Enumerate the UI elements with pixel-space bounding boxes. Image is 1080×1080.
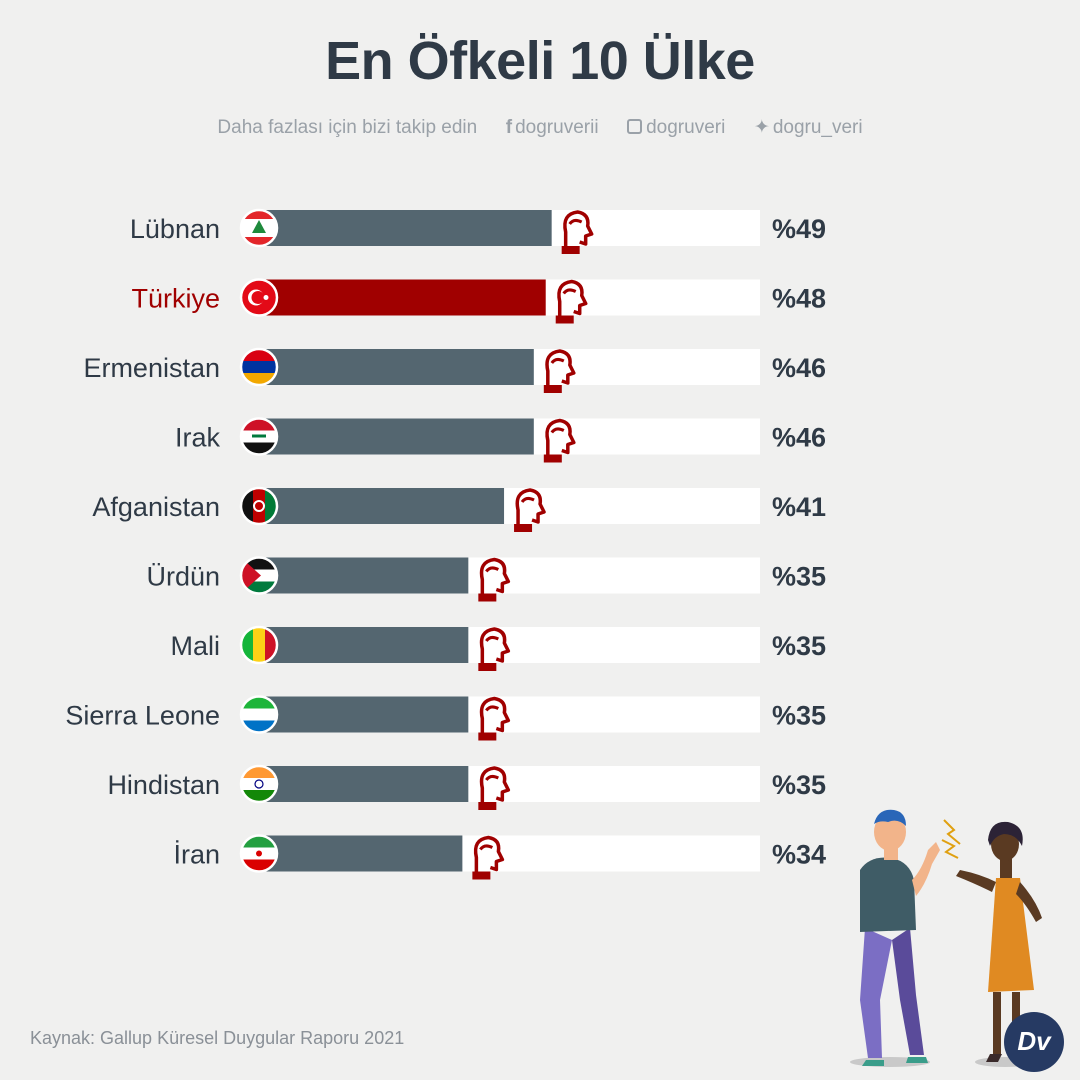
- bar: [260, 627, 469, 663]
- source-note: Kaynak: Gallup Küresel Duygular Raporu 2…: [30, 1028, 405, 1048]
- twitter-handle[interactable]: dogru_veri: [772, 117, 863, 138]
- logo-text: Dv: [1017, 1026, 1051, 1056]
- bar-row: Irak %46: [175, 417, 826, 463]
- angry-head-icon: [561, 210, 594, 254]
- flag-border: [239, 486, 279, 526]
- bar-row: Türkiye %48: [131, 278, 826, 324]
- category-label: Mali: [170, 631, 220, 661]
- value-label: %34: [772, 840, 826, 870]
- bar-row: Mali %35: [170, 625, 826, 671]
- man-figure: [850, 809, 940, 1067]
- bar-row: Ürdün %35: [146, 556, 826, 602]
- angry-head-icon: [543, 349, 576, 393]
- chart-title: En Öfkeli 10 Ülke: [325, 31, 755, 91]
- flag-border: [239, 347, 279, 387]
- bar: [260, 835, 463, 872]
- category-label: Afganistan: [92, 492, 220, 522]
- bar: [260, 279, 546, 316]
- value-label: %46: [772, 423, 826, 453]
- angry-head-icon: [555, 279, 588, 324]
- category-label: Sierra Leone: [65, 701, 220, 731]
- facebook-icon: f: [505, 117, 513, 138]
- value-label: %41: [772, 492, 826, 522]
- follow-bar: Daha fazlası için bizi takip edin f dogru…: [0, 116, 1080, 139]
- angry-head-icon: [543, 418, 576, 463]
- follow-text: Daha fazlası için bizi takip edin: [217, 117, 478, 138]
- instagram-icon: [627, 119, 643, 134]
- angry-head-icon: [472, 835, 505, 880]
- angry-head-icon: [514, 488, 546, 532]
- category-label: Ermenistan: [83, 353, 220, 383]
- category-label: İran: [173, 839, 220, 870]
- bar: [260, 766, 469, 802]
- dogruveri-logo: Dv: [1004, 1012, 1064, 1072]
- flag-border: [239, 695, 279, 734]
- category-label: Türkiye: [131, 284, 220, 314]
- lebanon-flag-icon: [241, 210, 277, 246]
- value-label: %46: [772, 353, 826, 383]
- bar: [260, 557, 469, 594]
- flag-border: [239, 417, 279, 456]
- value-label: %35: [772, 631, 826, 661]
- value-label: %49: [772, 214, 826, 244]
- angry-head-icon: [478, 766, 511, 810]
- arguing-people-illustration: [850, 809, 1042, 1067]
- flag-border: [239, 834, 279, 873]
- flag-border: [239, 764, 279, 804]
- instagram-handle[interactable]: dogruveri: [646, 117, 726, 138]
- flag-border: [239, 208, 279, 248]
- bar: [260, 696, 469, 733]
- flag-border: [239, 556, 279, 595]
- angry-head-icon: [478, 696, 511, 741]
- anger-spark-icon: [941, 819, 961, 859]
- bar: [260, 418, 534, 455]
- bar-row: Afganistan %41: [92, 486, 826, 532]
- bar-chart: Lübnan %49 Türkiye %48 Ermenistan %46 Irak %46 A…: [65, 208, 826, 880]
- value-label: %35: [772, 562, 826, 592]
- category-label: Irak: [175, 423, 221, 453]
- bar-row: İran %34: [173, 834, 826, 880]
- bar-row: Sierra Leone %35: [65, 695, 826, 741]
- bar-row: Ermenistan %46: [83, 347, 826, 393]
- twitter-icon: ✦: [753, 117, 770, 138]
- category-label: Ürdün: [146, 562, 220, 592]
- angry-head-icon: [478, 557, 511, 602]
- value-label: %48: [772, 284, 826, 314]
- flag-border: [239, 278, 279, 317]
- value-label: %35: [772, 770, 826, 800]
- facebook-handle[interactable]: dogruverii: [515, 117, 599, 138]
- category-label: Lübnan: [130, 214, 220, 244]
- value-label: %35: [772, 701, 826, 731]
- angry-head-icon: [478, 627, 511, 671]
- bar-row: Lübnan %49: [130, 208, 826, 254]
- bar: [260, 488, 505, 524]
- category-label: Hindistan: [107, 770, 220, 800]
- flag-border: [239, 625, 279, 665]
- bar-row: Hindistan %35: [107, 764, 826, 810]
- bar: [260, 210, 552, 246]
- bar: [260, 349, 534, 385]
